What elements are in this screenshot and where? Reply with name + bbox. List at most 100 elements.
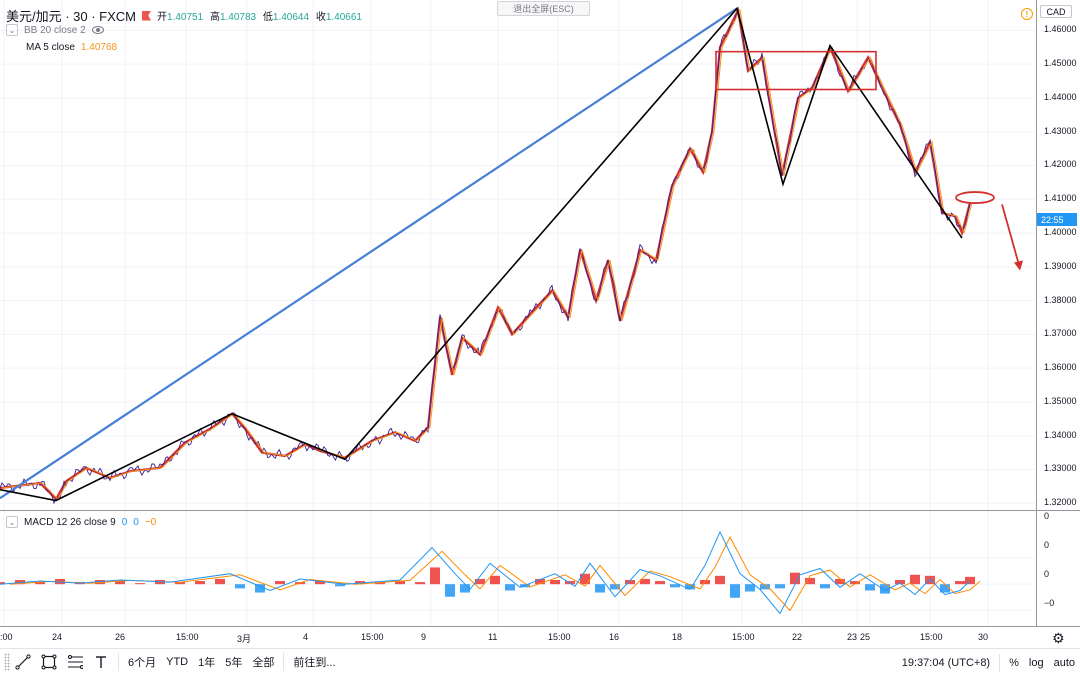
macd-axis[interactable]: 0 0 0 −0 xyxy=(1036,511,1080,626)
price-tick-label: 1.40000 xyxy=(1044,227,1077,238)
exit-fullscreen-button[interactable]: 退出全屏(ESC) xyxy=(497,1,590,16)
macd-value-3: −0 xyxy=(144,516,157,528)
chevron-down-icon[interactable]: ⌄ xyxy=(6,516,18,528)
price-tick-label: 1.46000 xyxy=(1044,24,1077,35)
down-arrow-head xyxy=(1014,260,1023,271)
histogram-bar xyxy=(670,584,680,588)
time-tick-label: 22 xyxy=(792,632,803,642)
histogram-bar xyxy=(275,581,285,585)
highlight-ellipse xyxy=(955,191,995,204)
symbol-title[interactable]: 美元/加元 · 30 · FXCM xyxy=(6,9,137,24)
flag-icon[interactable] xyxy=(142,10,152,21)
legend-ma: MA 5 close 1.40768 xyxy=(26,42,117,53)
range-ytd-button[interactable]: YTD xyxy=(166,656,189,668)
ma-label[interactable]: MA 5 close xyxy=(26,42,75,53)
macd-label[interactable]: MACD 12 26 close 9 xyxy=(24,516,116,528)
histogram-bar xyxy=(335,584,345,587)
range-1y-button[interactable]: 1年 xyxy=(198,657,216,669)
eye-icon[interactable] xyxy=(91,26,104,34)
price-tick-label: 1.44000 xyxy=(1044,91,1077,102)
price-tick-label: 1.35000 xyxy=(1044,395,1077,406)
price-tick-label: 1.33000 xyxy=(1044,463,1077,474)
histogram-bar xyxy=(595,584,605,593)
price-tick-label: 1.43000 xyxy=(1044,125,1077,136)
price-tick-label: 1.41000 xyxy=(1044,193,1077,204)
down-arrow-shaft xyxy=(1001,204,1021,269)
toolbar-divider xyxy=(999,653,1001,672)
trend-line-tool-button[interactable] xyxy=(10,651,36,673)
histogram-bar xyxy=(430,567,440,585)
histogram-bar xyxy=(195,581,205,585)
legend-main: 美元/加元 · 30 · FXCM 开1.40751 高1.40783 低1.4… xyxy=(6,6,366,25)
range-6m-button[interactable]: 6个月 xyxy=(128,657,157,669)
open-value: 1.40751 xyxy=(167,12,204,23)
histogram-bar xyxy=(805,577,815,585)
time-tick-label: 15:00 xyxy=(548,632,571,642)
bb-label[interactable]: BB 20 close 2 xyxy=(24,24,86,36)
bb-band-line xyxy=(0,6,972,502)
ma-value: 1.40768 xyxy=(80,42,118,53)
high-label: 高 xyxy=(209,12,220,23)
macd-chart[interactable] xyxy=(0,511,1035,626)
histogram-bar xyxy=(375,582,385,585)
macd-grid xyxy=(0,511,1035,626)
gear-icon[interactable]: ⚙ xyxy=(1052,630,1065,646)
range-all-button[interactable]: 全部 xyxy=(252,657,275,669)
histogram-bar xyxy=(15,580,25,585)
macd-value-1: 0 xyxy=(121,516,128,528)
fib-tool-icon xyxy=(68,655,83,669)
grid xyxy=(0,0,1035,510)
rectangle-tool-button[interactable] xyxy=(36,651,62,673)
percent-scale-button[interactable]: % xyxy=(1009,656,1019,669)
histogram-bar xyxy=(955,581,965,585)
goto-date-button[interactable]: 前往到... xyxy=(293,657,336,669)
histogram-bar xyxy=(610,584,620,590)
ohlc-values: 开1.40751 高1.40783 低1.40644 收1.40661 xyxy=(157,8,366,23)
ma-line xyxy=(1,8,973,501)
macd-lines xyxy=(0,530,981,615)
histogram-bar xyxy=(115,581,125,585)
auto-scale-button[interactable]: auto xyxy=(1053,656,1075,669)
time-tick-label: 24 xyxy=(52,632,63,642)
price-tick-label: 1.37000 xyxy=(1044,328,1077,339)
histogram-bar xyxy=(715,575,725,585)
histogram-bar xyxy=(745,584,755,592)
histogram-bar xyxy=(415,582,425,585)
time-tick-label: 15:00 xyxy=(732,632,755,642)
time-tick-label: 25 xyxy=(860,632,871,642)
histogram-bar xyxy=(235,584,245,589)
range-5y-button[interactable]: 5年 xyxy=(225,657,243,669)
macd-tick-label: 0 xyxy=(1044,540,1050,550)
price-chart[interactable] xyxy=(0,0,1035,510)
toolbar-right: 19:37:04 (UTC+8) % log auto xyxy=(897,649,1080,675)
histogram-bar xyxy=(640,578,650,585)
price-tick-label: 1.39000 xyxy=(1044,260,1077,271)
histogram-bar xyxy=(135,583,145,585)
pane-separator[interactable] xyxy=(0,510,1080,511)
histogram-bar xyxy=(445,584,455,597)
time-axis[interactable]: :00 24 26 15:00 3月 4 15:00 9 11 15:00 16 18 15:00 22 2… xyxy=(0,626,1080,648)
histogram-bar xyxy=(35,582,45,585)
histogram-bar xyxy=(175,582,185,585)
fib-tool-button[interactable] xyxy=(62,651,88,673)
log-scale-button[interactable]: log xyxy=(1028,656,1044,669)
time-tick-label: 15:00 xyxy=(920,632,943,642)
chevron-down-icon[interactable]: ⌄ xyxy=(6,24,18,36)
price-axis[interactable]: 1.46000 1.45000 1.44000 1.43000 1.42000 1.410… xyxy=(1036,0,1080,510)
macd-tick-label: −0 xyxy=(1044,598,1055,608)
histogram-bar xyxy=(925,575,935,585)
histogram-bar xyxy=(790,572,800,585)
warning-icon[interactable]: ! xyxy=(1021,8,1033,20)
histogram-bar xyxy=(255,584,265,593)
drag-handle-icon[interactable] xyxy=(4,653,10,671)
histogram-bar xyxy=(895,580,905,585)
currency-badge[interactable]: CAD xyxy=(1040,5,1072,18)
histogram-bar xyxy=(685,584,695,590)
histogram-bar xyxy=(535,578,545,585)
bottom-toolbar: 6个月 YTD 1年 5年 全部 前往到... 19:37:04 (UTC+8)… xyxy=(0,648,1080,675)
text-tool-button[interactable] xyxy=(88,651,114,673)
clock-timezone[interactable]: 19:37:04 (UTC+8) xyxy=(901,656,991,669)
low-value: 1.40644 xyxy=(272,12,310,23)
time-tick-label: 26 xyxy=(115,632,126,642)
